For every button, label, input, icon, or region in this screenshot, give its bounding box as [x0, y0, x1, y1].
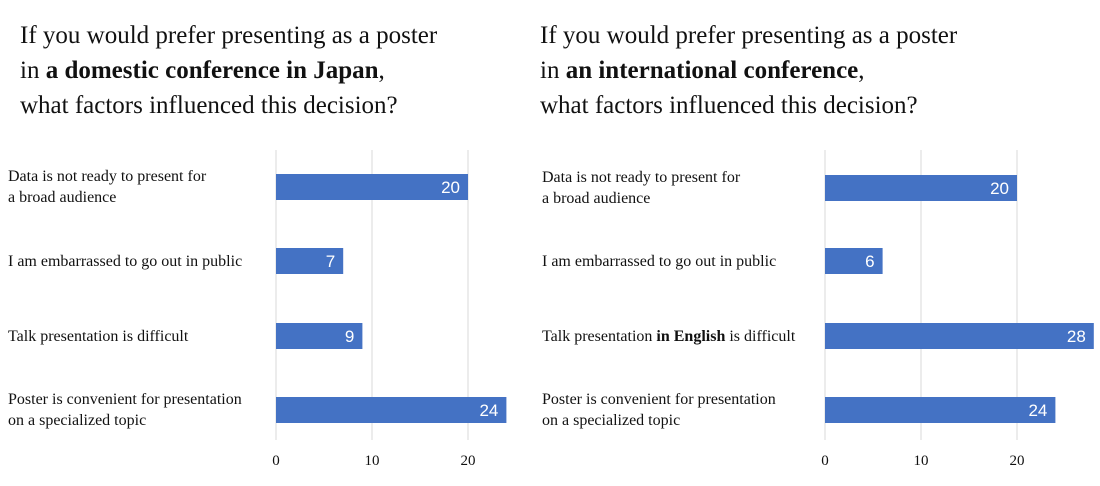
x-tick-label: 0 — [821, 453, 829, 469]
x-tick-label: 10 — [914, 453, 929, 469]
category-label: Talk presentation in English is difficul… — [542, 328, 796, 345]
title-line-3: what factors influenced this decision? — [540, 92, 918, 119]
category-label: Poster is convenient for presentation on … — [542, 391, 776, 429]
category-label: Data is not ready to present for a broad … — [8, 168, 207, 206]
category-label: Talk presentation is difficult — [8, 328, 189, 345]
bar-value-label: 24 — [1028, 401, 1047, 420]
chart-title-international: If you would prefer presenting as a post… — [540, 18, 957, 123]
bar-value-label: 7 — [326, 252, 335, 271]
title-line-2: in a domestic conference in Japan, — [20, 57, 385, 84]
x-tick-label: 20 — [1010, 453, 1025, 469]
bar — [276, 248, 344, 274]
category-label: Data is not ready to present for a broad … — [542, 169, 741, 207]
bar-value-label: 20 — [990, 179, 1009, 198]
category-label: I am embarrassed to go out in public — [542, 253, 776, 270]
title-line-1: If you would prefer presenting as a post… — [540, 22, 958, 49]
bar-value-label: 28 — [1067, 327, 1086, 346]
title-line-3: what factors influenced this decision? — [20, 92, 398, 119]
title-emphasis: an international conference — [565, 57, 859, 84]
category-label: I am embarrassed to go out in public — [8, 253, 242, 270]
bar-value-label: 9 — [345, 327, 354, 346]
title-emphasis: a domestic conference in Japan — [45, 57, 379, 84]
bar — [825, 323, 1094, 349]
category-label: Poster is convenient for presentation on … — [8, 391, 242, 429]
bar — [276, 397, 507, 423]
chart-title-domestic: If you would prefer presenting as a post… — [20, 18, 437, 123]
x-tick-label: 0 — [272, 453, 280, 469]
bar-value-label: 24 — [479, 401, 498, 420]
title-line-2: in an international conference, — [540, 57, 865, 84]
x-tick-label: 20 — [461, 453, 476, 469]
bar-value-label: 6 — [865, 252, 874, 271]
bar — [825, 248, 883, 274]
x-tick-label: 10 — [365, 453, 380, 469]
bar — [276, 323, 363, 349]
bar — [825, 175, 1017, 201]
bar — [825, 397, 1056, 423]
bar-value-label: 20 — [441, 178, 460, 197]
title-line-1: If you would prefer presenting as a post… — [20, 22, 438, 49]
bar — [276, 174, 468, 200]
